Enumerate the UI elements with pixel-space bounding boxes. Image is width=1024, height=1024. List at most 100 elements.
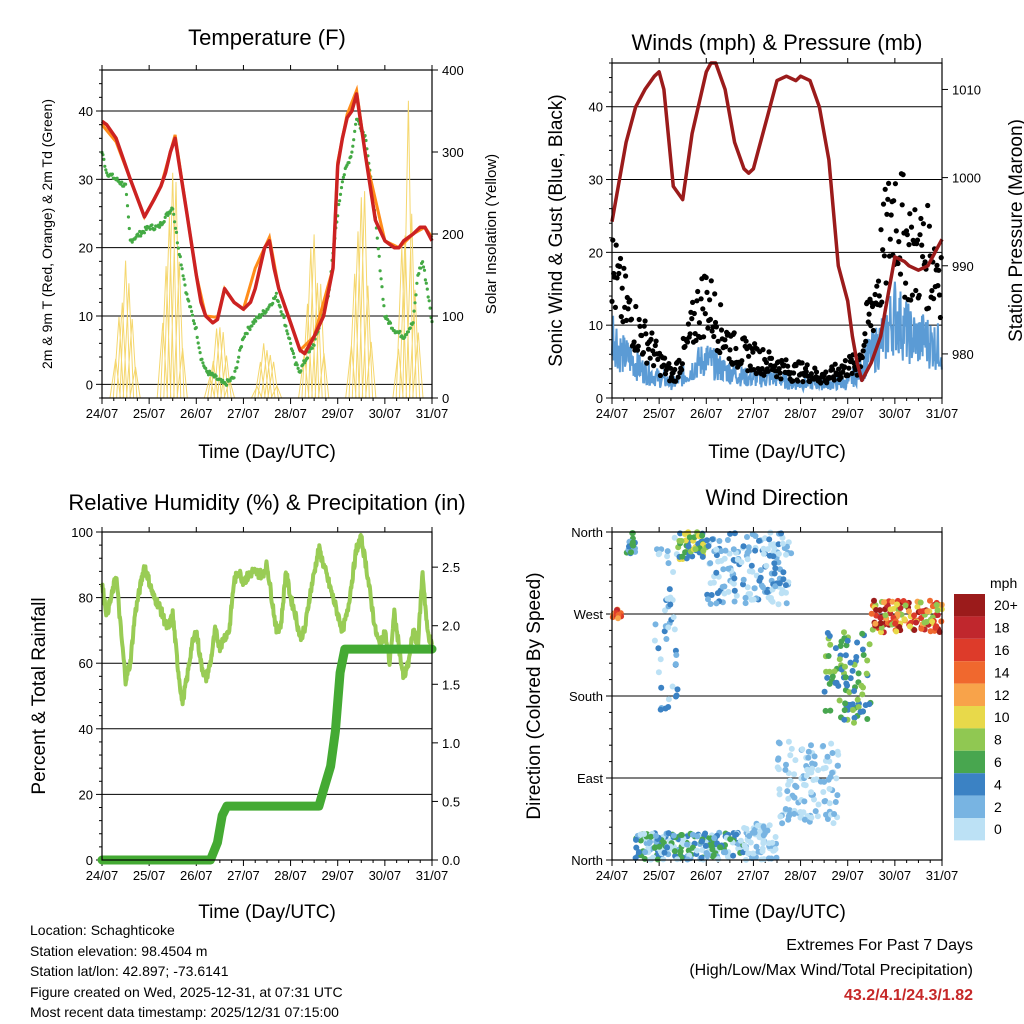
- gust-point: [938, 255, 944, 261]
- dewpoint-point: [192, 322, 196, 326]
- direction-point: [782, 766, 789, 773]
- gust-point: [908, 224, 915, 230]
- gust-point: [907, 211, 913, 217]
- dewpoint-point: [406, 330, 410, 334]
- direction-point: [685, 543, 692, 550]
- y-tick-label: 0: [86, 853, 93, 868]
- gust-point: [925, 305, 932, 311]
- dewpoint-point: [419, 266, 423, 270]
- gust-point: [617, 255, 624, 262]
- dewpoint-point: [173, 220, 177, 224]
- direction-point: [784, 788, 791, 795]
- gust-point: [747, 363, 753, 369]
- legend-label: 18: [994, 620, 1010, 636]
- direction-point: [784, 543, 790, 550]
- direction-point: [911, 612, 918, 619]
- direction-point: [740, 543, 747, 550]
- direction-point: [642, 849, 649, 856]
- extremes-subtitle: (High/Low/Max Wind/Total Precipitation): [689, 962, 973, 979]
- direction-point: [774, 764, 781, 771]
- dewpoint-point: [284, 324, 288, 328]
- x-tick-label: 24/07: [86, 406, 119, 421]
- dewpoint-point: [288, 337, 292, 341]
- direction-point: [748, 562, 755, 569]
- y2-tick-label: 0.5: [442, 794, 460, 809]
- insolation-spike: [156, 172, 188, 399]
- gust-point: [702, 311, 708, 317]
- extremes-box: Extremes For Past 7 Days (High/Low/Max W…: [689, 933, 973, 1008]
- direction-point: [674, 686, 681, 693]
- precip-line: [97, 644, 437, 865]
- legend-label: 8: [994, 732, 1002, 748]
- gust-point: [776, 366, 782, 372]
- gust-point: [785, 363, 791, 369]
- direction-point: [656, 550, 663, 557]
- gust-point: [703, 274, 709, 281]
- extremes-values: 43.2/4.1/24.3/1.82: [844, 987, 973, 1004]
- y-tick-label: 30: [79, 172, 93, 187]
- dewpoint-point: [349, 155, 353, 159]
- direction-point: [664, 844, 671, 851]
- gust-point: [623, 273, 629, 279]
- gust-point: [693, 337, 699, 344]
- direction-point: [917, 599, 924, 606]
- direction-point: [934, 612, 941, 618]
- direction-point: [720, 566, 727, 573]
- gust-point: [812, 365, 818, 371]
- direction-point: [782, 806, 789, 812]
- direction-point: [633, 844, 640, 851]
- y-tick-label: 10: [79, 309, 93, 324]
- gust-point: [621, 265, 627, 271]
- dewpoint-point: [413, 301, 417, 305]
- direction-point: [759, 848, 766, 855]
- gust-point: [712, 319, 719, 326]
- insolation-spike: [250, 343, 283, 399]
- gust-point: [846, 365, 852, 371]
- direction-point: [708, 592, 715, 598]
- dewpoint-point: [417, 272, 421, 276]
- gust-point: [726, 356, 732, 362]
- dewpoint-point: [189, 305, 193, 309]
- direction-point: [783, 600, 790, 607]
- direction-point: [676, 537, 683, 544]
- direction-point: [854, 639, 861, 646]
- wind-direction-panel: Wind DirectionNorthEastSouthWestNorth24/…: [524, 485, 1018, 923]
- direction-point: [707, 580, 714, 587]
- dewpoint-point: [282, 315, 286, 320]
- gust-point: [868, 323, 874, 329]
- x-tick-label: 30/07: [879, 406, 912, 421]
- direction-point: [835, 751, 842, 758]
- gust-point: [715, 338, 721, 344]
- dewpoint-point: [139, 234, 143, 238]
- direction-point: [715, 558, 722, 565]
- direction-point: [853, 654, 860, 660]
- x-axis-label: Time (Day/UTC): [198, 902, 336, 923]
- dewpoint-point: [271, 301, 275, 305]
- gust-point: [633, 303, 639, 310]
- y-tick-label: 0: [86, 377, 93, 392]
- x-tick-label: 31/07: [926, 868, 959, 883]
- gust-point: [750, 349, 756, 355]
- direction-point: [889, 598, 896, 605]
- gust-point: [882, 186, 888, 192]
- gust-point: [708, 278, 714, 284]
- direction-point: [911, 627, 918, 633]
- gust-point: [709, 328, 715, 334]
- gust-point: [668, 365, 674, 371]
- direction-point: [858, 682, 865, 689]
- legend-label: 0: [994, 821, 1002, 837]
- gust-point: [922, 259, 928, 265]
- gust-point: [895, 260, 901, 267]
- direction-point: [655, 645, 662, 652]
- direction-point: [859, 708, 866, 715]
- gust-point: [635, 343, 641, 349]
- direction-point: [772, 846, 779, 853]
- dewpoint-point: [342, 173, 346, 177]
- gust-point: [619, 285, 625, 291]
- gust-series: [609, 171, 944, 386]
- direction-point: [783, 761, 789, 768]
- direction-point: [873, 607, 880, 613]
- dewpoint-point: [310, 346, 314, 350]
- gust-point: [676, 357, 682, 363]
- x-tick-label: 31/07: [416, 406, 449, 421]
